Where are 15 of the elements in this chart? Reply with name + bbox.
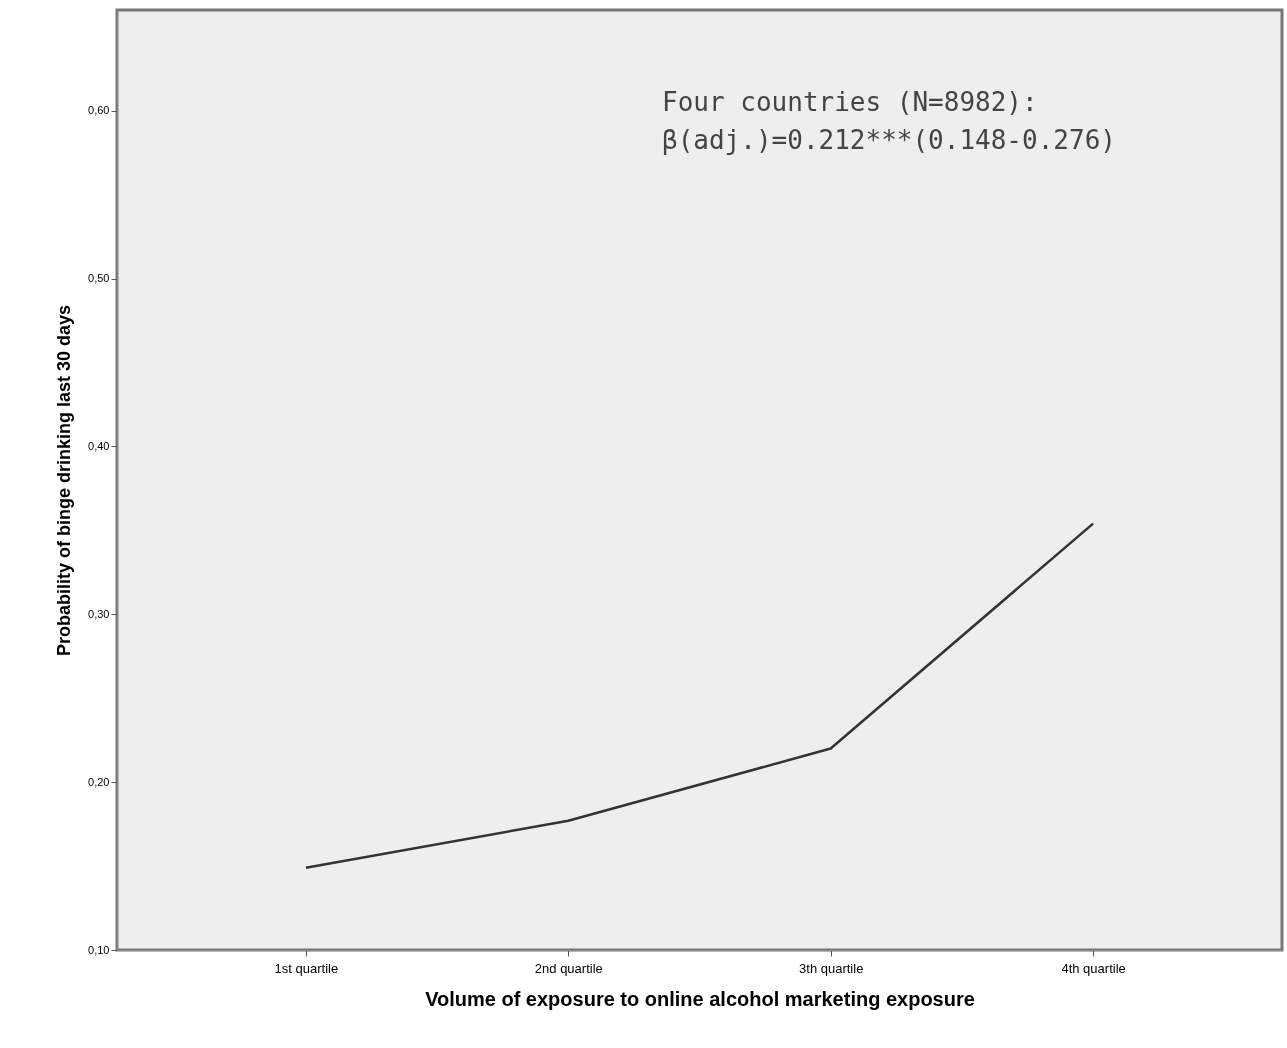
- y-axis-title: Probability of binge drinking last 30 days: [54, 304, 75, 657]
- y-tick-label: 0,10: [88, 943, 110, 956]
- x-tick-label: 3th quartile: [799, 960, 864, 976]
- x-tick-label: 1st quartile: [274, 960, 339, 976]
- y-tick-label: 0,60: [88, 104, 110, 117]
- x-axis-title: Volume of exposure to online alcohol marketing exposure: [425, 987, 975, 1010]
- y-tick-label: 0,50: [88, 272, 110, 285]
- annotation: Four countries (N=8982):: [662, 87, 1038, 117]
- y-tick-label: 0,40: [88, 439, 110, 452]
- y-tick-label: 0,30: [88, 607, 110, 620]
- line-series: [304, 522, 1095, 869]
- x-tick-label: 2nd quartile: [534, 960, 603, 976]
- y-tick-label: 0,20: [88, 775, 110, 788]
- annotation: β(adj.)=0.212***(0.148-0.276): [662, 125, 1116, 155]
- x-tick-label: 4th quartile: [1061, 960, 1126, 976]
